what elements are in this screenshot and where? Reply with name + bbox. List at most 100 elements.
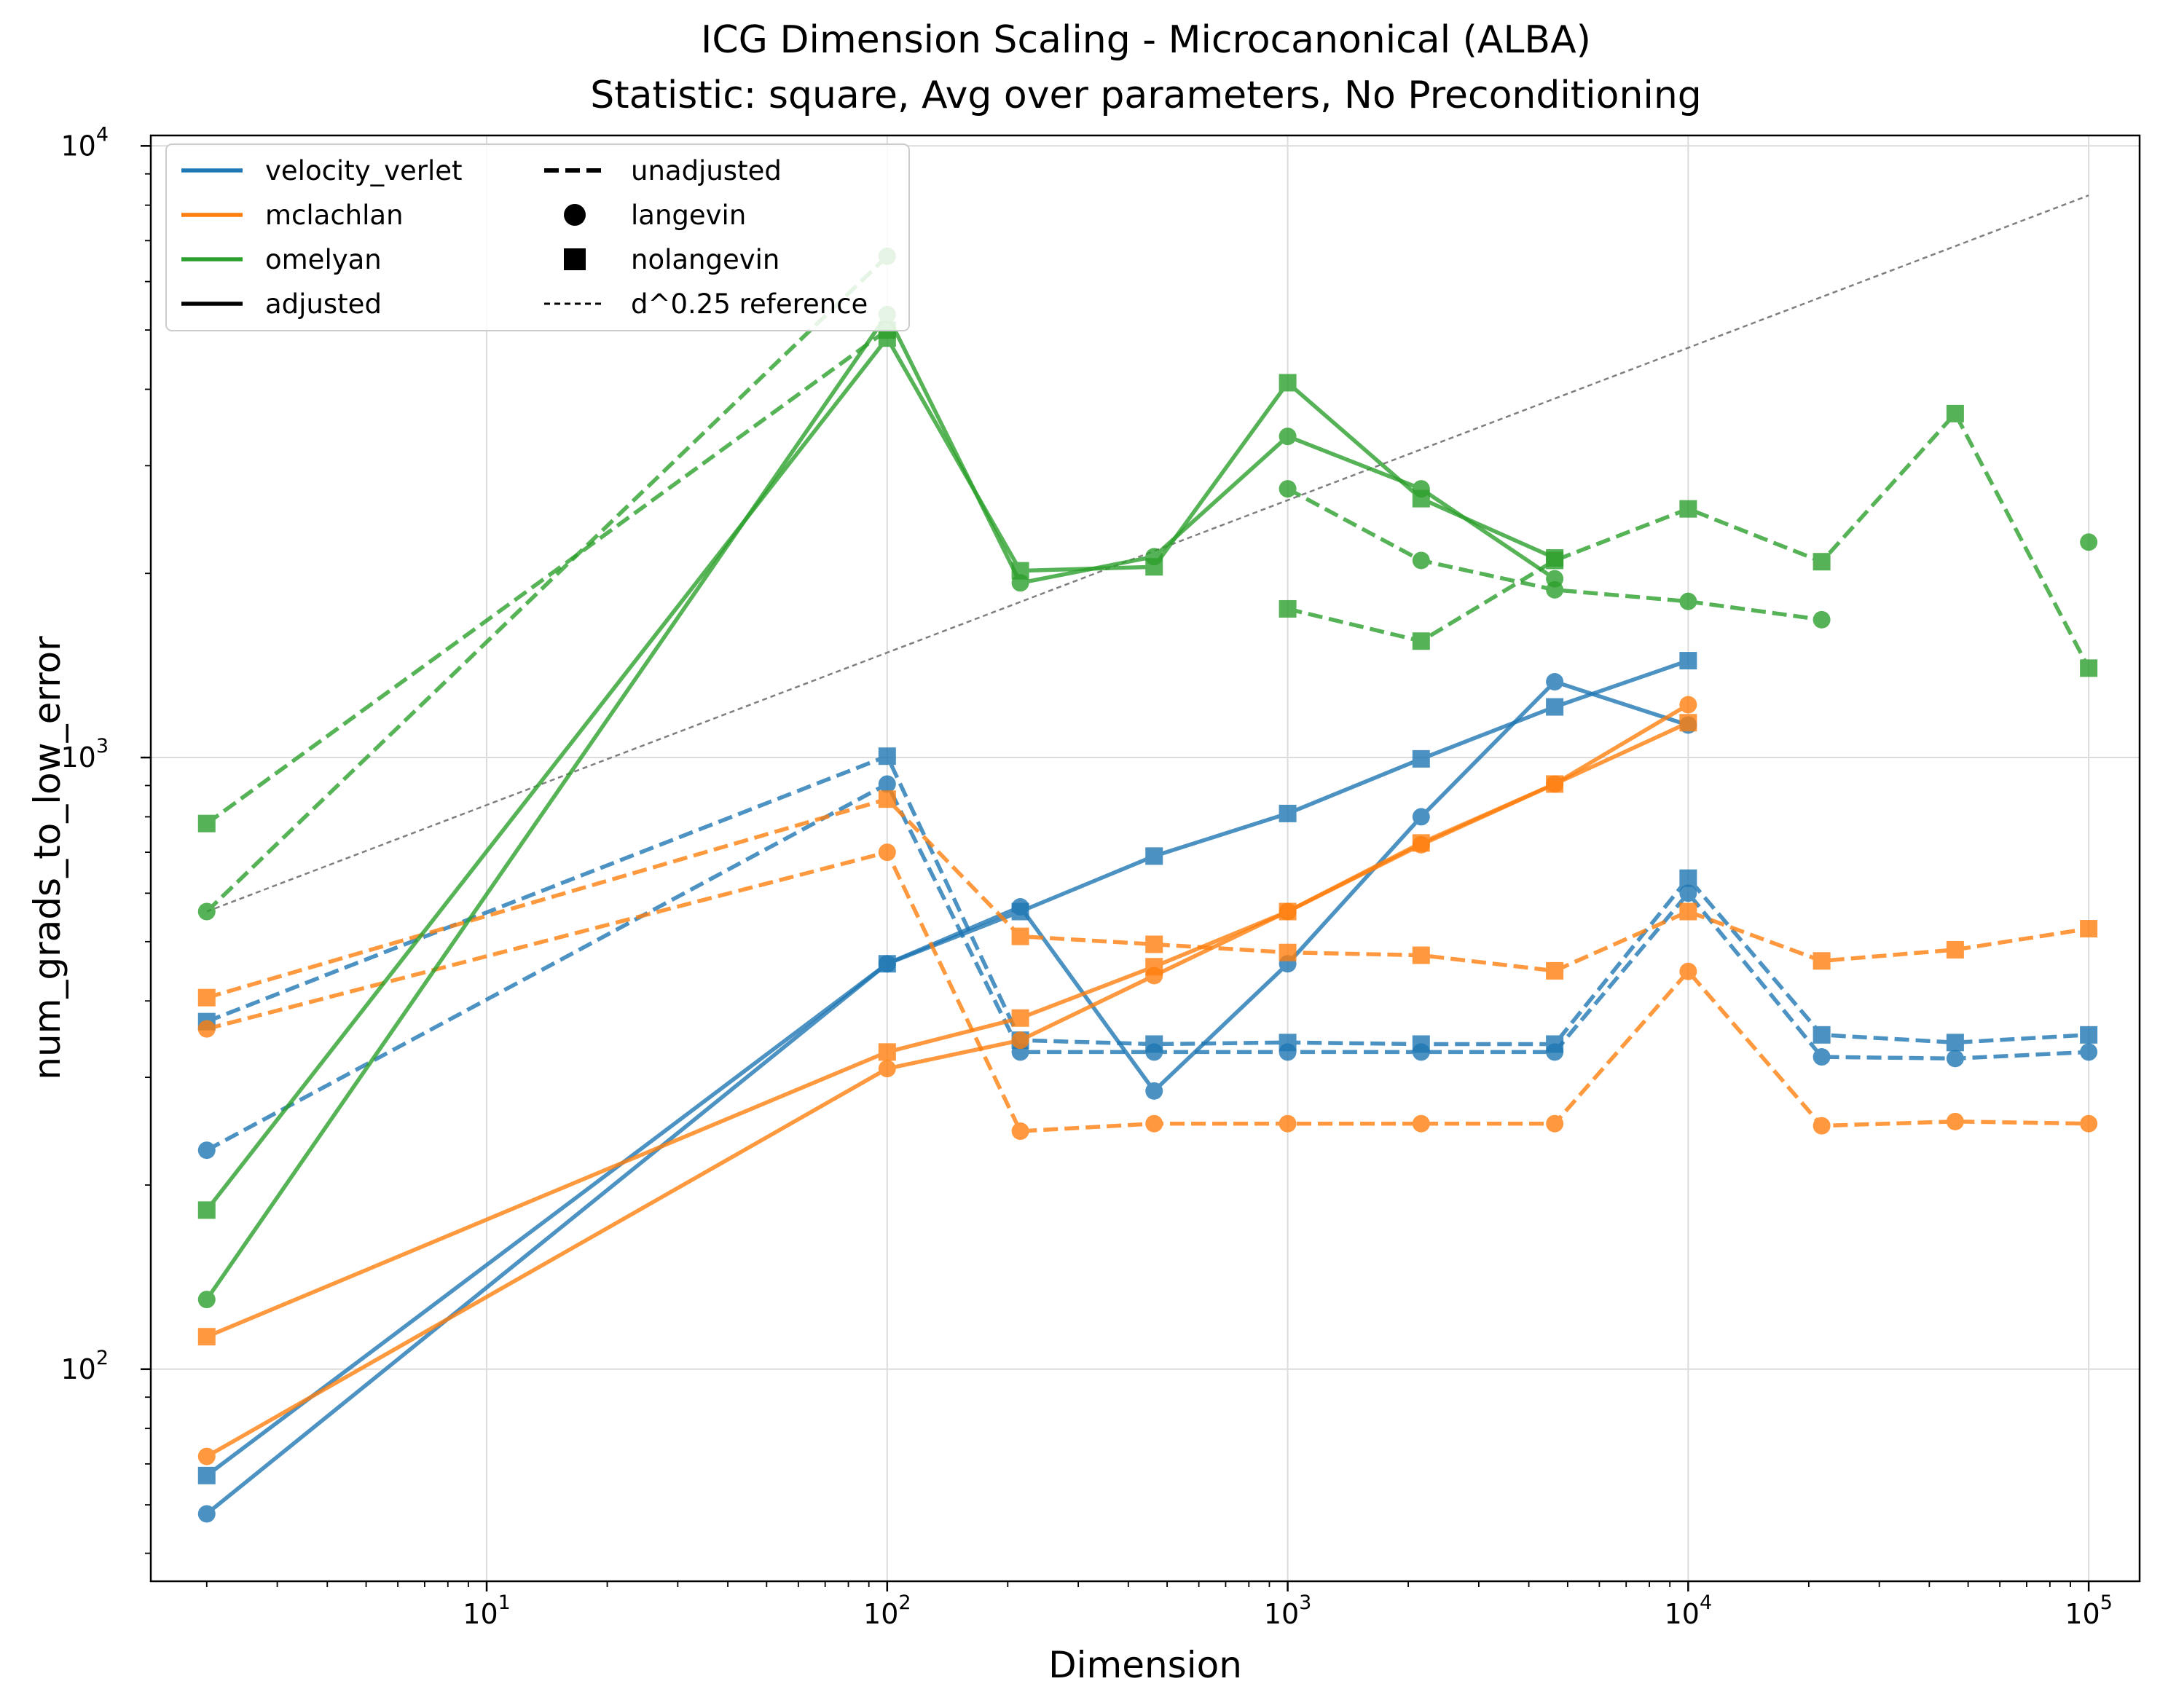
data-point-square [1011,562,1029,580]
series-velocity_verlet-unadjusted-nolangevin [197,747,2098,1053]
x-tick-exp: 4 [1700,1591,1712,1614]
data-point-square [1546,961,1564,980]
data-point-square [1412,749,1430,768]
chart-subtitle: Statistic: square, Avg over parameters, … [590,74,1702,117]
data-point-circle [197,1291,216,1309]
legend-label: velocity_verlet [265,155,463,186]
data-point-square [1679,500,1697,518]
data-point-circle [1412,551,1430,570]
x-tick-label: 102 [863,1591,911,1630]
data-point-square [878,747,896,766]
data-point-circle [1011,1031,1029,1050]
data-point-square [1145,558,1163,576]
data-point-square [1011,1009,1029,1027]
data-point-circle [1145,1114,1163,1133]
data-point-square [1679,902,1697,921]
data-point-circle [878,1060,896,1078]
x-tick-base: 10 [1665,1598,1700,1630]
data-point-circle [878,775,896,793]
data-point-circle [1546,1114,1564,1133]
y-axis-label: num_grads_to_low_error [26,636,68,1080]
data-point-square [1412,834,1430,852]
x-tick-base: 10 [1264,1598,1299,1630]
data-point-circle [1279,428,1297,446]
y-tick-base: 10 [60,741,95,774]
legend-label: unadjusted [631,155,782,186]
axes-frame [149,134,2141,1583]
series-mclachlan-unadjusted-nolangevin [197,790,2098,1007]
data-point-square [1546,1035,1564,1053]
y-tick-base: 10 [60,1353,95,1385]
data-point-circle [1679,962,1697,980]
data-point-circle [197,1141,216,1160]
data-point-square [1679,652,1697,670]
x-tick-exp: 3 [1299,1591,1311,1614]
x-tick-label: 101 [463,1591,511,1630]
y-tick-label: 104 [60,123,109,162]
y-tick-base: 10 [60,130,95,162]
data-point-square [1813,952,1831,970]
x-tick-exp: 1 [498,1591,511,1614]
data-point-square [1412,946,1430,964]
data-point-circle [1679,696,1697,714]
data-point-circle [1412,1114,1430,1133]
data-point-square [1813,553,1831,571]
data-point-square [1946,404,1964,422]
data-point-circle [1813,610,1831,629]
data-point-square [1679,714,1697,732]
x-tick-base: 10 [2065,1598,2100,1630]
data-point-square [1813,1026,1831,1044]
legend-square-swatch [564,248,586,270]
data-point-square [1546,698,1564,716]
legend: velocity_verlet mclachlan omelyan adjusted u… [165,143,910,331]
y-tick-label: 103 [60,735,109,774]
chart-title: ICG Dimension Scaling - Microcanonical (… [701,18,1591,62]
data-point-circle [2080,1043,2098,1061]
data-point-square [2080,920,2098,938]
data-point-circle [1946,1050,1964,1068]
x-tick-base: 10 [463,1598,498,1630]
data-point-square [1279,902,1297,921]
data-point-circle [1679,592,1697,610]
data-point-square [878,790,896,808]
series-line [205,782,2089,1152]
data-point-square [1011,927,1029,945]
data-point-circle [1279,1114,1297,1133]
series-mclachlan-unadjusted-langevin [197,843,2098,1140]
data-point-circle [1813,1117,1831,1135]
series-omelyan-unadjusted-nolangevin [1279,404,2098,677]
data-point-square [1279,599,1297,618]
legend-label: langevin [631,200,746,231]
data-point-square [1145,958,1163,976]
x-tick-exp: 2 [898,1591,911,1614]
x-tick-label: 105 [2065,1591,2113,1630]
series-line [205,254,889,913]
data-point-circle [878,843,896,862]
data-point-square [1011,902,1029,921]
data-point-circle [2080,533,2098,551]
data-point-circle [1145,1082,1163,1100]
data-point-square [197,988,216,1007]
data-point-square [1412,1035,1430,1053]
data-point-square [2080,659,2098,677]
data-point-square [2080,1026,2098,1044]
data-point-square [1145,847,1163,865]
x-axis-label: Dimension [1048,1644,1242,1686]
series-line [205,720,1689,1339]
data-point-square [1279,943,1297,961]
data-point-circle [1946,1112,1964,1130]
data-point-square [1546,775,1564,793]
data-point-square [1546,551,1564,570]
data-point-square [197,814,216,833]
data-point-circle [1011,1122,1029,1140]
data-point-circle [2080,1114,2098,1133]
data-point-square [197,1201,216,1219]
data-point-square [1279,1034,1297,1052]
data-point-square [1946,940,1964,959]
legend-label: omelyan [265,244,382,275]
data-point-square [1279,804,1297,822]
series-line [205,328,889,825]
legend-label: mclachlan [265,200,404,231]
